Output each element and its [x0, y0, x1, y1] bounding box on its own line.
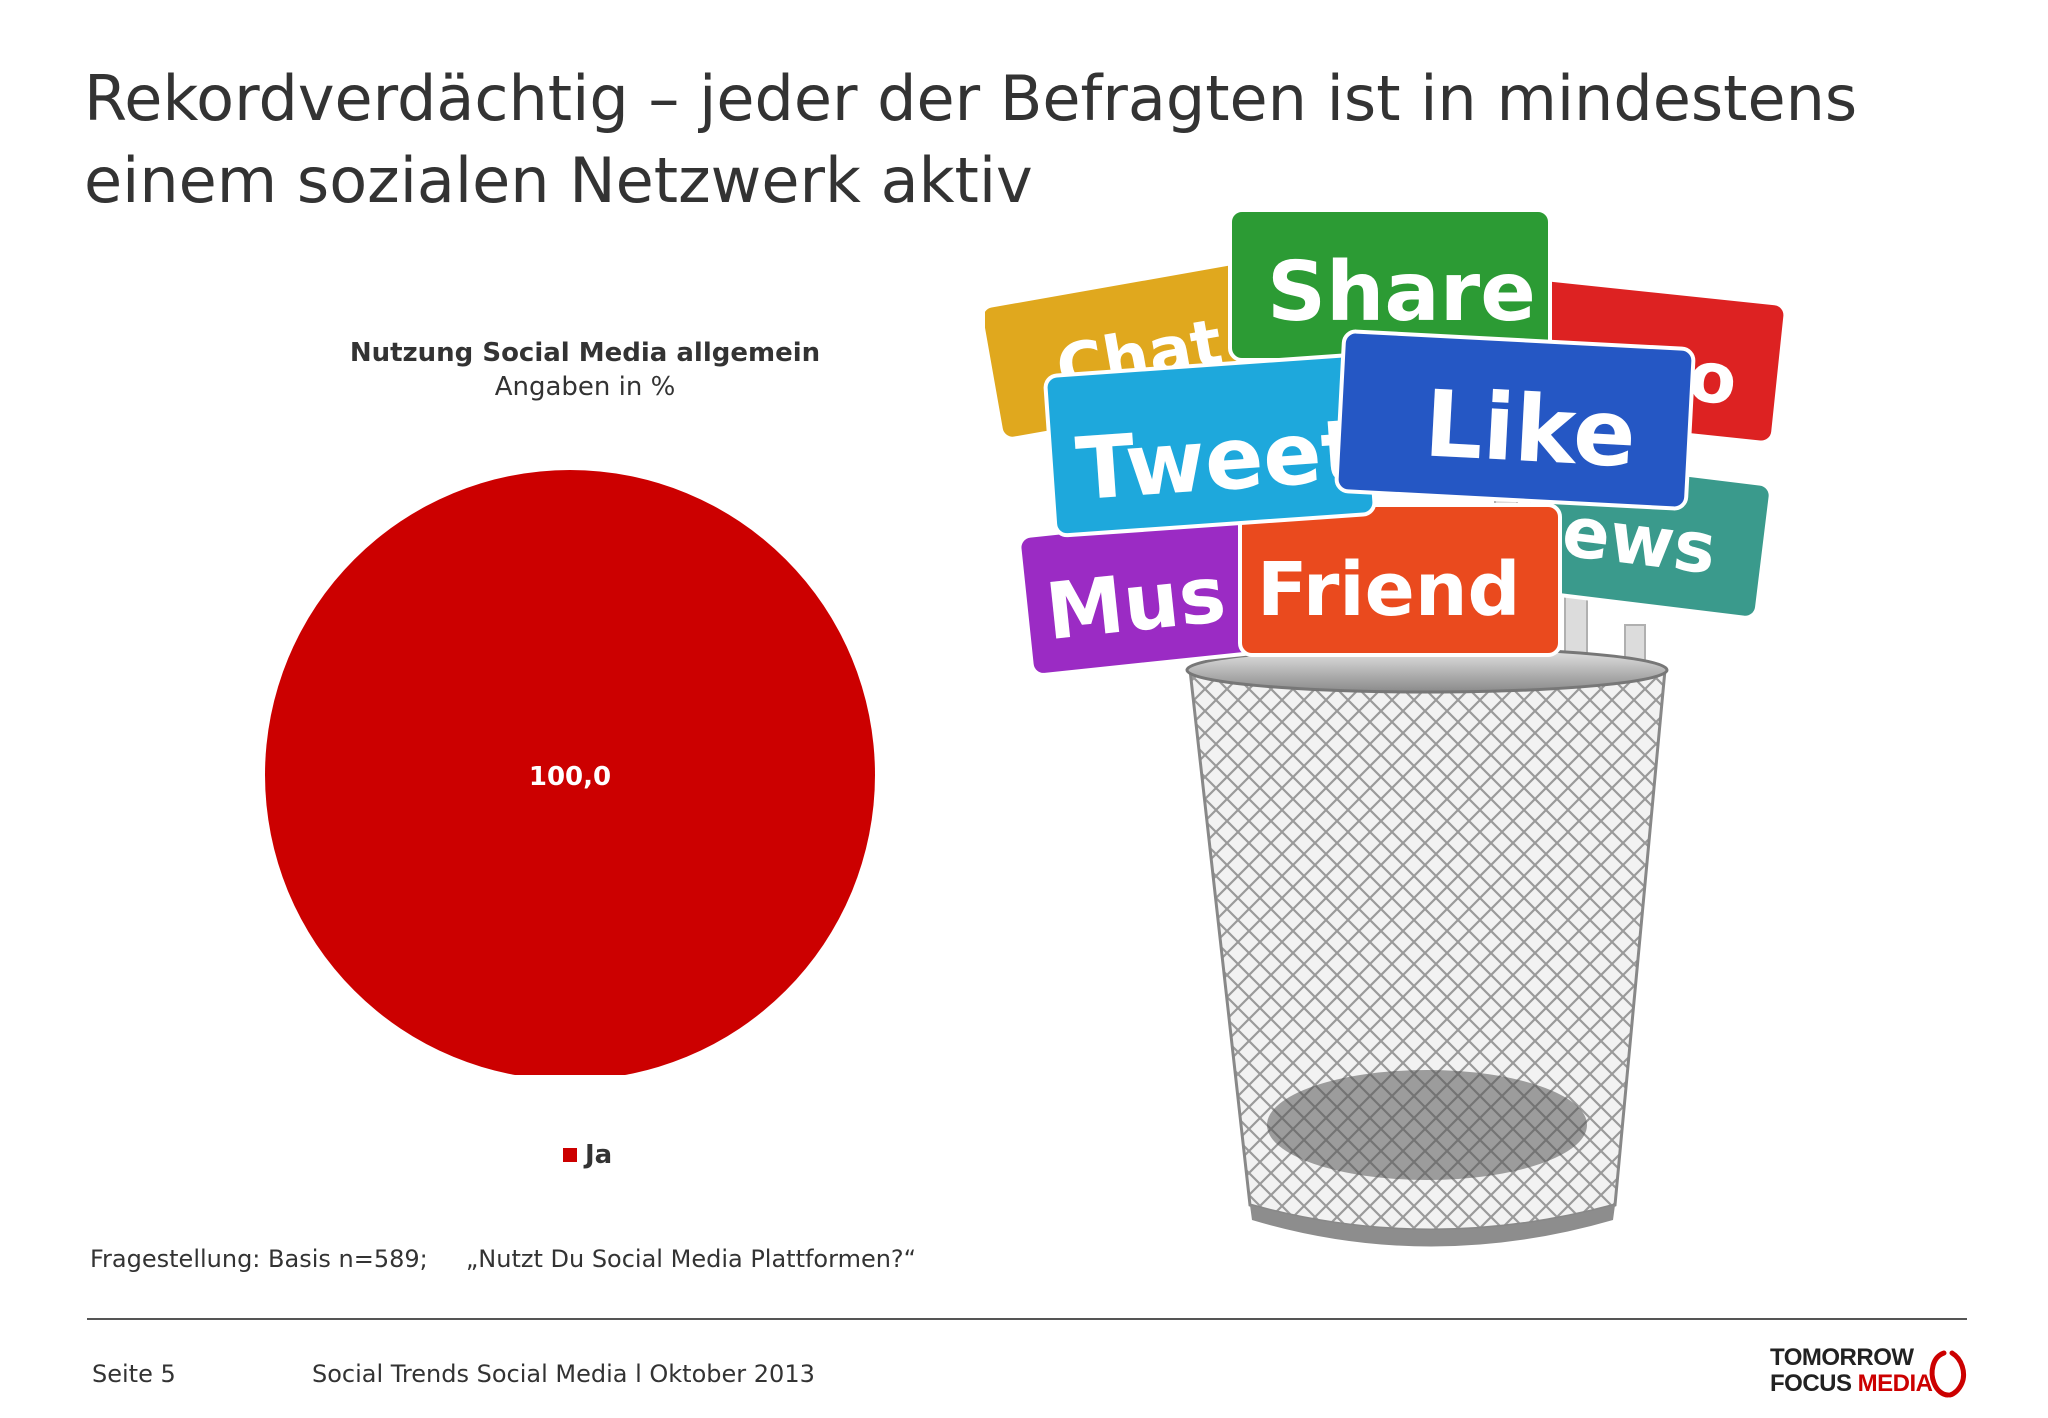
logo-line-2: FOCUS MEDIA: [1770, 1371, 1933, 1397]
social-media-signs-photo: Chat o Share ews Mus Friend Tweet Like: [985, 208, 1788, 1247]
svg-text:Mus: Mus: [1042, 550, 1230, 658]
footer-source: Social Trends Social Media l Oktober 201…: [312, 1360, 815, 1388]
sign-friend: Friend: [1238, 503, 1562, 657]
logo-word-media: MEDIA: [1857, 1370, 1933, 1397]
sign-tweet: Tweet: [1043, 352, 1377, 538]
sign-like: Like: [1334, 329, 1696, 511]
svg-text:Tweet: Tweet: [1073, 401, 1366, 521]
svg-text:Like: Like: [1422, 370, 1639, 488]
svg-text:Share: Share: [1267, 245, 1536, 340]
legend-swatch-ja: [563, 1148, 577, 1162]
logo-word-focus: FOCUS: [1770, 1370, 1858, 1397]
wastebasket: [1185, 646, 1669, 1247]
question-text: Fragestellung: Basis n=589; „Nutzt Du So…: [90, 1245, 917, 1273]
company-logo: TOMORROW FOCUS MEDIA: [1770, 1343, 1970, 1403]
pie-slice-ja: [265, 470, 875, 1075]
page-number: Seite 5: [92, 1360, 176, 1388]
chart-subtitle: Angaben in %: [494, 372, 676, 402]
slide-title: Rekordverdächtig – jeder der Befragten i…: [84, 62, 1858, 217]
sign-share: Share: [1228, 208, 1552, 362]
chart-legend: Ja: [563, 1140, 612, 1170]
footer-divider: [87, 1318, 1967, 1320]
chart-title: Nutzung Social Media allgemein: [349, 338, 821, 368]
logo-line-1: TOMORROW: [1770, 1344, 1914, 1371]
svg-text:Friend: Friend: [1257, 547, 1521, 633]
logo-mark-icon: [1929, 1350, 1967, 1398]
pie-data-label: 100,0: [529, 762, 611, 792]
sign-music: Mus: [1017, 512, 1263, 677]
pie-chart: 100,0: [265, 470, 875, 1075]
legend-label-ja: Ja: [585, 1140, 613, 1170]
